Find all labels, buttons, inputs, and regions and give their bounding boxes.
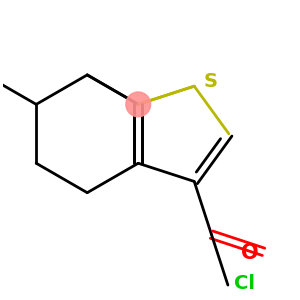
Circle shape <box>126 92 151 117</box>
Text: O: O <box>242 243 259 263</box>
Text: S: S <box>203 72 218 91</box>
Text: Cl: Cl <box>234 274 255 293</box>
